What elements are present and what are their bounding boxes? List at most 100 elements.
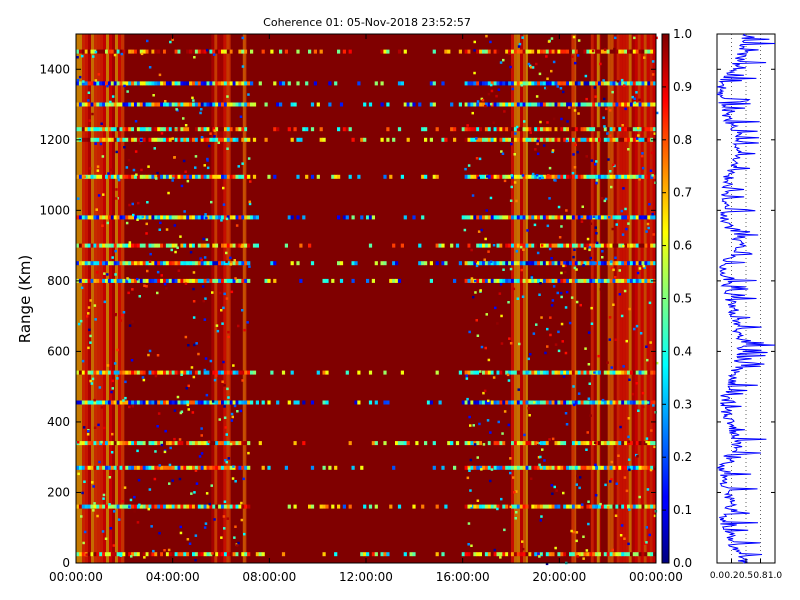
heatmap-cell (473, 552, 477, 557)
heatmap-cell (577, 243, 581, 248)
heatmap-cell (482, 215, 486, 220)
heatmap-cell (113, 465, 117, 470)
heatmap-cell (119, 81, 123, 86)
heatmap-cell (525, 441, 529, 446)
heatmap-cell (131, 49, 135, 54)
heatmap-cell (192, 102, 196, 107)
heatmap-cell (548, 438, 551, 441)
heatmap-cell (189, 137, 193, 142)
heatmap-cell (587, 522, 590, 526)
heatmap-cell (96, 370, 100, 375)
heatmap-cell (615, 441, 619, 446)
heatmap-cell (192, 137, 196, 142)
heatmap-cell (110, 137, 114, 142)
heatmap-cell (609, 109, 612, 112)
heatmap-cell (638, 127, 642, 132)
heatmap-cell (484, 137, 489, 142)
heatmap-cell (554, 400, 558, 405)
heatmap-cell (502, 278, 506, 283)
heatmap-cell (157, 215, 161, 220)
heatmap-cell (531, 278, 535, 283)
heatmap-cell (99, 81, 103, 86)
heatmap-cell (93, 215, 97, 220)
heatmap-cell (136, 81, 141, 86)
heatmap-cell (577, 261, 581, 266)
heatmap-cell (409, 552, 413, 557)
heatmap-cell (601, 398, 605, 402)
heatmap-cell (512, 476, 515, 479)
heatmap-cell (624, 400, 628, 405)
heatmap-cell (246, 321, 249, 324)
heatmap-cell (508, 49, 512, 54)
heatmap-cell (127, 278, 131, 281)
heatmap-cell (177, 370, 181, 375)
heatmap-cell (415, 441, 419, 446)
heatmap-cell (189, 465, 193, 470)
heatmap-cell (519, 261, 523, 266)
heatmap-cell (471, 194, 475, 197)
heatmap-cell (624, 465, 628, 470)
heatmap-cell (580, 504, 584, 509)
heatmap-cell (165, 49, 170, 54)
heatmap-cell (600, 278, 605, 283)
heatmap-cell (109, 100, 112, 104)
heatmap-cell (238, 127, 242, 132)
heatmap-cell (429, 400, 433, 405)
heatmap-cell (622, 244, 625, 248)
heatmap-cell (608, 216, 611, 219)
heatmap-cell (482, 391, 485, 395)
heatmap-cell (651, 174, 654, 177)
heatmap-cell (542, 552, 547, 557)
heatmap-cell (113, 510, 116, 513)
heatmap-cell (506, 373, 510, 377)
heatmap-cell (618, 137, 622, 142)
heatmap-cell (629, 504, 634, 509)
heatmap-cell (339, 278, 344, 283)
heatmap-cell (637, 134, 640, 137)
heatmap-cell (477, 176, 480, 180)
heatmap-cell (103, 426, 106, 430)
heatmap-cell (649, 341, 652, 344)
heatmap-cell (580, 127, 584, 132)
heatmap-cell (82, 426, 86, 429)
heatmap-cell (165, 261, 170, 266)
heatmap-cell (406, 102, 410, 107)
heatmap-cell (482, 127, 486, 132)
heatmap-cell (165, 228, 169, 231)
heatmap-cell (611, 90, 614, 94)
heatmap-cell (221, 370, 225, 375)
heatmap-cell (453, 465, 457, 470)
time-band-column (514, 34, 517, 563)
heatmap-cell (225, 217, 229, 221)
heatmap-cell (482, 261, 486, 266)
heatmap-cell (186, 538, 190, 541)
heatmap-cell (96, 169, 100, 172)
heatmap-cell (232, 81, 236, 86)
heatmap-cell (572, 530, 575, 534)
heatmap-cell (403, 441, 407, 446)
heatmap-cell (209, 441, 213, 446)
heatmap-cell (482, 81, 486, 86)
heatmap-cell (116, 348, 119, 352)
heatmap-cell (392, 137, 396, 142)
heatmap-cell (621, 49, 625, 54)
heatmap-cell (189, 251, 193, 254)
heatmap-cell (551, 552, 555, 557)
heatmap-cell (160, 137, 164, 142)
heatmap-cell (600, 81, 605, 86)
heatmap-cell (606, 49, 610, 54)
heatmap-cell (215, 552, 219, 557)
heatmap-cell (534, 441, 538, 446)
heatmap-cell (218, 418, 221, 421)
heatmap-cell (116, 552, 120, 557)
heatmap-cell (293, 400, 297, 405)
heatmap-cell (540, 316, 543, 319)
heatmap-cell (168, 441, 172, 446)
heatmap-cell (157, 370, 161, 375)
heatmap-cell (380, 261, 384, 266)
heatmap-cell (531, 137, 535, 142)
heatmap-cell (469, 458, 473, 462)
heatmap-cell (484, 49, 489, 54)
heatmap-cell (116, 127, 120, 132)
heatmap-cell (525, 174, 529, 179)
